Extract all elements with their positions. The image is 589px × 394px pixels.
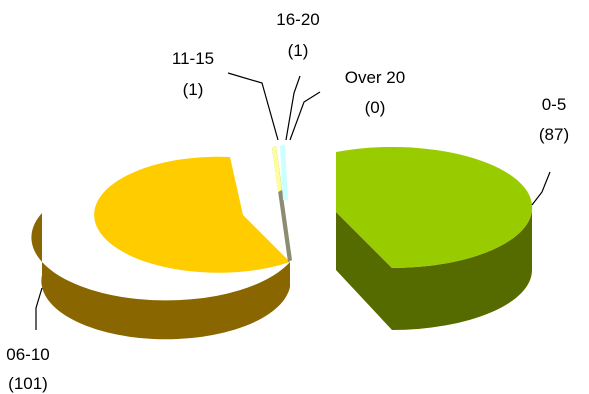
slice-06-10-side <box>31 213 290 340</box>
slice-0-5-side <box>336 206 533 330</box>
label-0-5-value: (87) <box>539 125 569 144</box>
slice-11-15-top <box>272 146 282 192</box>
label-16-20-value: (1) <box>288 41 309 60</box>
label-06-10-name: 06-10 <box>6 345 49 364</box>
slice-0-5-top <box>336 146 533 268</box>
label-0-5-name: 0-5 <box>542 95 567 114</box>
label-16-20-name: 16-20 <box>276 10 319 29</box>
leader-line-16-20 <box>285 75 301 141</box>
leader-line-0-5 <box>531 171 551 206</box>
label-11-15-name: 11-15 <box>172 49 214 68</box>
label-06-10-value: (101) <box>8 374 48 393</box>
leader-line-over-20 <box>289 91 321 141</box>
label-over-20-value: (0) <box>365 98 386 117</box>
pie-slices <box>31 145 533 340</box>
slice-06-10-top <box>94 156 290 273</box>
leader-line-06-10 <box>35 287 43 330</box>
leader-line-11-15 <box>227 72 279 141</box>
slice-11-15 <box>272 146 292 262</box>
label-over-20-name: Over 20 <box>345 68 405 87</box>
leader-lines <box>35 72 551 330</box>
slice-0-5 <box>336 146 533 330</box>
data-labels: 0-5 (87) 06-10 (101) 11-15 (1) 16-20 (1)… <box>6 10 569 393</box>
slice-16-20 <box>280 145 288 200</box>
slice-16-20-top <box>280 145 288 200</box>
label-11-15-value: (1) <box>183 80 204 99</box>
slice-06-10 <box>31 156 290 340</box>
